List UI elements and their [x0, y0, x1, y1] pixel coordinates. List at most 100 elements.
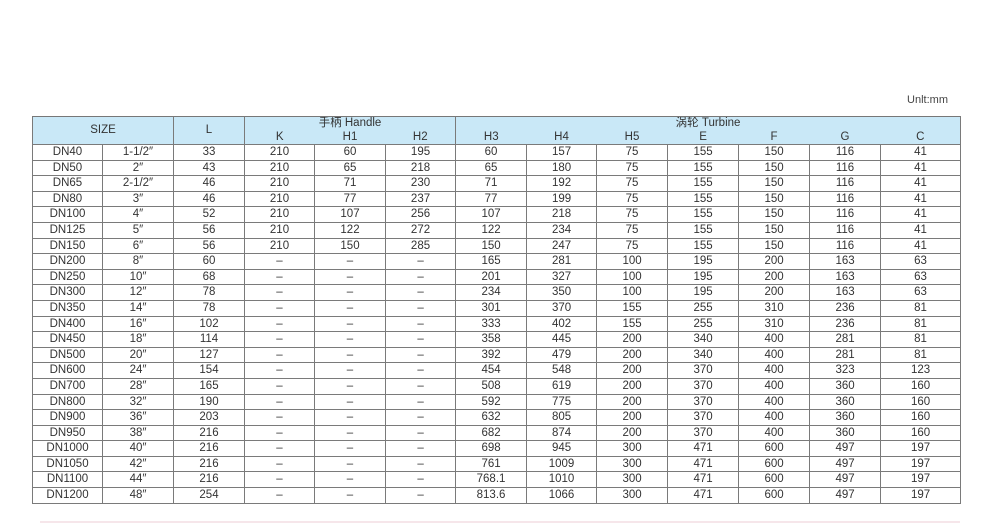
table-cell: 619 — [526, 377, 598, 395]
table-cell: 81 — [880, 315, 962, 333]
table-cell: 210 — [244, 159, 315, 177]
table-cell: 100 — [596, 284, 669, 301]
table-cell: 56 — [173, 237, 245, 255]
table-cell: 163 — [809, 284, 882, 301]
table-cell: 60 — [314, 144, 386, 161]
table-cell: – — [384, 346, 457, 364]
table-cell: 116 — [809, 237, 882, 255]
table-cell: 75 — [596, 144, 669, 161]
table-row: DN40 1-1/2″ 33 210 60 195 60 157 75 155 150 116 41 — [32, 144, 962, 161]
table-cell: 197 — [880, 487, 962, 504]
table-cell: 41 — [880, 221, 962, 239]
table-cell: 497 — [809, 455, 882, 473]
table-row: DN65 2-1/2″ 46 210 71 230 71 192 75 155 150 116 41 — [32, 175, 962, 192]
table-cell: 155 — [667, 221, 740, 239]
table-cell: – — [244, 299, 315, 317]
table-cell: – — [244, 471, 315, 489]
table-cell: – — [244, 253, 315, 270]
table-cell: 192 — [526, 175, 598, 192]
table-cell: – — [384, 440, 457, 457]
table-cell: – — [384, 362, 457, 379]
table-cell: 77 — [455, 190, 528, 208]
table-cell: 60 — [455, 144, 528, 161]
table-cell: – — [384, 253, 457, 270]
table-row: DN1200 48″ 254– – –813.6 1066 300 471 600 497 197 — [32, 487, 962, 504]
table-cell: 122 — [314, 221, 386, 239]
table-cell: 3″ — [102, 190, 174, 208]
table-cell: – — [244, 315, 315, 333]
table-cell: 210 — [244, 144, 315, 161]
table-cell: 201 — [455, 268, 528, 286]
table-cell: 16″ — [102, 315, 174, 333]
table-cell: 100 — [596, 253, 669, 270]
table-cell: – — [314, 284, 386, 301]
table-cell: 592 — [455, 393, 528, 411]
table-cell: 400 — [738, 424, 811, 442]
table-cell: DN600 — [32, 362, 103, 379]
table-cell: 150 — [455, 237, 528, 255]
table-cell: 165 — [455, 253, 528, 270]
table-cell: 200 — [596, 331, 669, 348]
table-cell: 471 — [667, 471, 740, 489]
table-cell: 77 — [314, 190, 386, 208]
table-cell: 123 — [880, 362, 962, 379]
table-cell: 370 — [667, 409, 740, 426]
table-cell: – — [244, 440, 315, 457]
table-cell: 874 — [526, 424, 598, 442]
table-cell: – — [384, 487, 457, 504]
table-cell: 116 — [809, 206, 882, 223]
table-cell: 2″ — [102, 159, 174, 177]
table-cell: 1009 — [526, 455, 598, 473]
table-cell: DN450 — [32, 331, 103, 348]
table-cell: 75 — [596, 237, 669, 255]
table-cell: 195 — [667, 284, 740, 301]
table-cell: 33 — [173, 144, 245, 161]
table-cell: 116 — [809, 175, 882, 192]
table-cell: 46 — [173, 190, 245, 208]
header-h5: H5 — [596, 130, 668, 145]
table-cell: 10″ — [102, 268, 174, 286]
table-row: DN300 12″ 78– – –234 350 100 195 200 163 63 — [32, 284, 962, 301]
table-cell: 497 — [809, 471, 882, 489]
table-cell: DN150 — [32, 237, 103, 255]
table-cell: 210 — [244, 175, 315, 192]
table-cell: 945 — [526, 440, 598, 457]
table-cell: 600 — [738, 440, 811, 457]
table-cell: 203 — [173, 409, 245, 426]
table-cell: 155 — [667, 190, 740, 208]
table-cell: 195 — [667, 268, 740, 286]
table-cell: 370 — [667, 424, 740, 442]
table-cell: 36″ — [102, 409, 174, 426]
table-cell: 60 — [173, 253, 245, 270]
table-cell: DN1100 — [32, 471, 103, 489]
table-cell: 116 — [809, 144, 882, 161]
table-cell: 12″ — [102, 284, 174, 301]
table-cell: 38″ — [102, 424, 174, 442]
table-cell: 600 — [738, 471, 811, 489]
table-cell: DN300 — [32, 284, 103, 301]
table-cell: – — [314, 487, 386, 504]
footer-divider — [40, 521, 960, 523]
table-cell: 300 — [596, 471, 669, 489]
header-f: F — [738, 130, 810, 145]
table-cell: 122 — [455, 221, 528, 239]
table-cell: 301 — [455, 299, 528, 317]
table-cell: 160 — [880, 393, 962, 411]
table-cell: DN900 — [32, 409, 103, 426]
table-cell: 310 — [738, 299, 811, 317]
table-cell: 247 — [526, 237, 598, 255]
table-cell: – — [314, 409, 386, 426]
table-cell: DN1000 — [32, 440, 103, 457]
table-row: DN200 8″ 60– – –165 281 100 195 200 163 63 — [32, 253, 962, 270]
table-cell: 350 — [526, 284, 598, 301]
table-cell: 41 — [880, 237, 962, 255]
table-cell: 600 — [738, 455, 811, 473]
table-cell: 100 — [596, 268, 669, 286]
table-cell: 14″ — [102, 299, 174, 317]
table-cell: 63 — [880, 268, 962, 286]
table-cell: 71 — [314, 175, 386, 192]
table-cell: 471 — [667, 455, 740, 473]
table-cell: 237 — [384, 190, 457, 208]
table-cell: 255 — [667, 315, 740, 333]
table-cell: 63 — [880, 253, 962, 270]
